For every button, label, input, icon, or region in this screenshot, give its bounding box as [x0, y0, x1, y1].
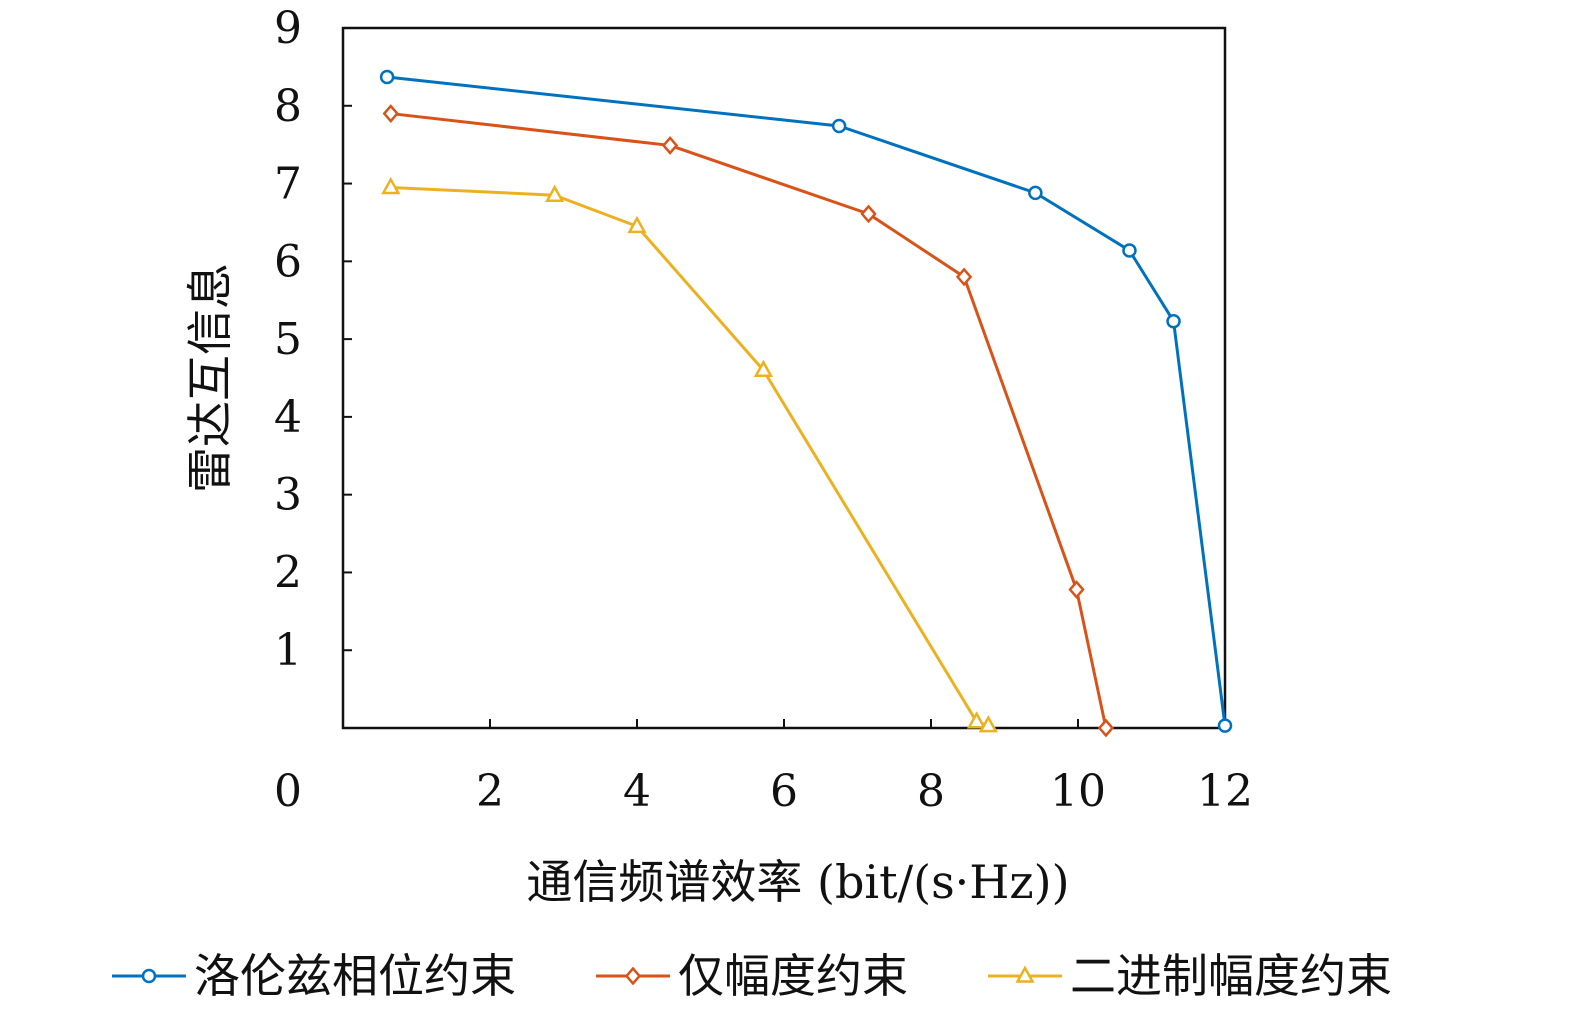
y-tick-label-7: 8 — [274, 81, 302, 132]
legend: 洛伦兹相位约束 仅幅度约束 二进制幅度约束 — [112, 949, 1392, 1003]
x-tick-label-3: 6 — [770, 766, 798, 817]
series-layer — [379, 69, 1233, 738]
x-axis-ticks: 0 2 4 6 8 10 12 — [274, 719, 1253, 817]
legend-swatch-marker-1 — [624, 966, 642, 986]
legend-swatch-marker-2 — [1015, 965, 1035, 983]
legend-label-1: 仅幅度约束 — [678, 949, 908, 1003]
series-0 — [379, 69, 1233, 733]
legend-item-0: 洛伦兹相位约束 — [112, 949, 516, 1003]
y-tick-label-5: 6 — [274, 236, 302, 287]
x-tick-label-2: 4 — [623, 766, 651, 817]
y-tick-label-3: 4 — [274, 392, 302, 443]
legend-label-2: 二进制幅度约束 — [1070, 949, 1392, 1003]
series-2 — [381, 176, 998, 733]
series-2-point-5 — [978, 715, 998, 733]
series-1-point-5 — [1097, 718, 1115, 738]
series-0-point-0 — [379, 69, 395, 85]
x-tick-label-6: 12 — [1197, 766, 1253, 817]
y-axis-label: 雷达互信息 — [183, 263, 237, 493]
legend-swatch-marker-0 — [141, 968, 157, 984]
y-axis-ticks: 1 2 3 4 5 6 7 8 9 — [274, 3, 352, 676]
y-tick-label-6: 7 — [274, 159, 302, 210]
x-tick-label-1: 2 — [476, 766, 504, 817]
series-2-point-4 — [966, 711, 987, 729]
series-0-point-2 — [1028, 185, 1043, 201]
x-tick-label-4: 8 — [917, 766, 945, 817]
series-0-point-3 — [1122, 243, 1137, 258]
series-2-point-0 — [381, 176, 401, 195]
plot-area — [341, 26, 1227, 730]
x-tick-label-0: 0 — [274, 766, 302, 817]
legend-item-1: 仅幅度约束 — [596, 949, 908, 1003]
y-tick-label-0: 1 — [274, 625, 302, 676]
x-axis-label: 通信频谱效率 (bit/(s·Hz)) — [526, 855, 1069, 909]
series-0-point-4 — [1166, 313, 1181, 329]
series-0-point-5 — [1217, 718, 1233, 733]
series-2-point-2 — [627, 215, 647, 234]
y-tick-label-1: 2 — [274, 547, 302, 598]
series-2-point-3 — [753, 359, 774, 377]
series-1-point-2 — [860, 204, 877, 224]
y-tick-label-4: 5 — [274, 314, 302, 365]
series-0-point-1 — [831, 118, 847, 134]
series-1-point-3 — [955, 267, 973, 287]
series-line-0 — [386, 75, 1227, 726]
y-tick-label-8: 9 — [274, 3, 302, 54]
legend-label-0: 洛伦兹相位约束 — [194, 949, 516, 1003]
series-2-point-1 — [545, 184, 565, 202]
y-tick-label-2: 3 — [274, 470, 302, 521]
x-tick-label-5: 10 — [1050, 766, 1106, 817]
series-line-1 — [390, 112, 1108, 729]
series-1-point-1 — [661, 136, 679, 155]
series-1-point-4 — [1068, 580, 1085, 599]
series-1 — [382, 104, 1115, 738]
legend-item-2: 二进制幅度约束 — [988, 949, 1392, 1003]
series-1-point-0 — [382, 104, 399, 123]
